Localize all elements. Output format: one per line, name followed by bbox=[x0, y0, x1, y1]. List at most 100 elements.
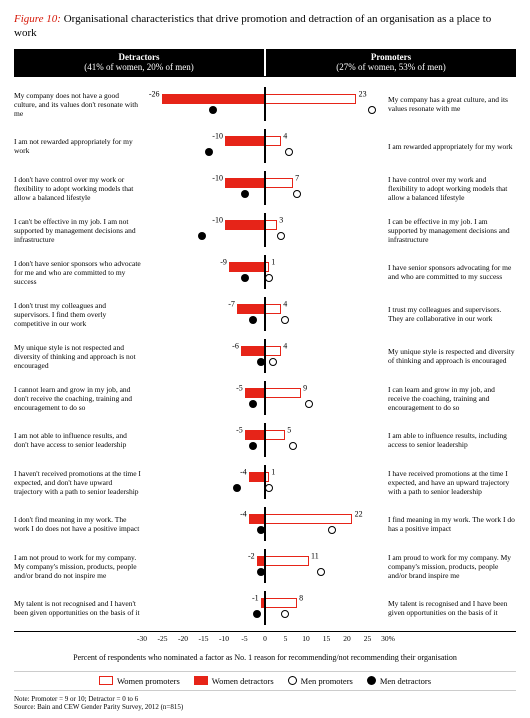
chart-area: My company does not have a good culture,… bbox=[14, 83, 516, 663]
x-axis-ticks: -30-25-20-15-10-5051015202530% bbox=[142, 632, 388, 654]
bar-women-detractors bbox=[229, 262, 265, 272]
center-line bbox=[264, 171, 266, 205]
label-women-promoters: 4 bbox=[283, 300, 287, 309]
bar-women-detractors bbox=[162, 94, 265, 104]
label-women-promoters: 23 bbox=[359, 90, 367, 99]
legend-women-detractors: Women detractors bbox=[194, 676, 274, 686]
bar-women-promoters bbox=[265, 178, 293, 188]
bar-women-promoters bbox=[265, 514, 352, 524]
header-promoters-title: Promoters bbox=[270, 52, 512, 63]
row-left-label: I haven't received promotions at the tim… bbox=[14, 469, 146, 496]
center-line bbox=[264, 297, 266, 331]
marker-men-promoters bbox=[265, 274, 273, 282]
row-left-label: I cannot learn and grow in my job, and d… bbox=[14, 385, 146, 412]
row-left-label: I don't have senior sponsors who advocat… bbox=[14, 259, 146, 286]
x-tick: -15 bbox=[199, 634, 209, 643]
marker-men-detractors bbox=[209, 106, 217, 114]
bar-women-detractors bbox=[225, 220, 265, 230]
label-women-detractors: -7 bbox=[228, 300, 235, 309]
label-women-detractors: -10 bbox=[212, 174, 223, 183]
center-line bbox=[264, 339, 266, 373]
x-tick: 30% bbox=[381, 634, 395, 643]
center-line bbox=[264, 591, 266, 625]
center-line bbox=[264, 213, 266, 247]
x-tick: -20 bbox=[178, 634, 188, 643]
chart-row: I cannot learn and grow in my job, and d… bbox=[14, 377, 516, 419]
bar-women-promoters bbox=[265, 556, 309, 566]
center-line bbox=[264, 549, 266, 583]
bar-women-detractors bbox=[249, 514, 265, 524]
row-barzone: -18 bbox=[146, 591, 384, 625]
footnote: Note: Promoter = 9 or 10; Detractor = 0 … bbox=[14, 695, 516, 712]
header-detractors-sub: (41% of women, 20% of men) bbox=[18, 62, 260, 73]
row-left-label: My talent is not recognised and I haven'… bbox=[14, 599, 146, 617]
legend-label-men-promoters: Men promoters bbox=[301, 676, 353, 686]
bar-women-promoters bbox=[265, 304, 281, 314]
header-promoters-sub: (27% of women, 53% of men) bbox=[270, 62, 512, 73]
marker-men-detractors bbox=[233, 484, 241, 492]
row-right-label: I am rewarded appropriately for my work bbox=[384, 142, 516, 151]
legend-marker-men-promoters bbox=[288, 676, 297, 685]
center-line bbox=[264, 87, 266, 121]
chart-row: I don't find meaning in my work. The wor… bbox=[14, 503, 516, 545]
center-line bbox=[264, 507, 266, 541]
figure-title: Figure 10: Organisational characteristic… bbox=[14, 12, 516, 41]
legend-swatch-women-promoters bbox=[99, 676, 113, 685]
chart-row: I don't have control over my work or fle… bbox=[14, 167, 516, 209]
label-women-promoters: 5 bbox=[287, 426, 291, 435]
label-women-promoters: 8 bbox=[299, 594, 303, 603]
row-barzone: -2623 bbox=[146, 87, 384, 121]
x-tick: 20 bbox=[343, 634, 351, 643]
marker-men-promoters bbox=[265, 484, 273, 492]
label-women-detractors: -4 bbox=[240, 468, 247, 477]
row-barzone: -4 22 bbox=[146, 507, 384, 541]
legend-label-men-detractors: Men detractors bbox=[380, 676, 431, 686]
x-tick: 15 bbox=[323, 634, 331, 643]
chart-row: I don't have senior sponsors who advocat… bbox=[14, 251, 516, 293]
bar-women-promoters bbox=[265, 598, 297, 608]
row-right-label: My talent is recognised and I have been … bbox=[384, 599, 516, 617]
center-line bbox=[264, 381, 266, 415]
marker-men-promoters bbox=[293, 190, 301, 198]
bar-women-detractors bbox=[237, 304, 265, 314]
label-women-promoters: 22 bbox=[355, 510, 363, 519]
bar-women-promoters bbox=[265, 94, 356, 104]
row-left-label: My company does not have a good culture,… bbox=[14, 91, 146, 118]
header-detractors: Detractors (41% of women, 20% of men) bbox=[14, 49, 264, 77]
row-left-label: I don't find meaning in my work. The wor… bbox=[14, 515, 146, 533]
marker-men-detractors bbox=[205, 148, 213, 156]
x-tick: -5 bbox=[241, 634, 247, 643]
row-right-label: My company has a great culture, and its … bbox=[384, 95, 516, 113]
row-barzone: -59 bbox=[146, 381, 384, 415]
marker-men-detractors bbox=[249, 316, 257, 324]
bar-women-promoters bbox=[265, 220, 277, 230]
row-right-label: I have control over my work and flexibil… bbox=[384, 175, 516, 202]
x-tick: 0 bbox=[263, 634, 267, 643]
label-women-promoters: 1 bbox=[271, 258, 275, 267]
row-right-label: I have senior sponsors advocating for me… bbox=[384, 263, 516, 281]
bar-women-promoters bbox=[265, 388, 301, 398]
header-promoters: Promoters (27% of women, 53% of men) bbox=[266, 49, 516, 77]
chart-row: My unique style is not respected and div… bbox=[14, 335, 516, 377]
footnote-line1: Note: Promoter = 9 or 10; Detractor = 0 … bbox=[14, 695, 516, 703]
figure-container: Figure 10: Organisational characteristic… bbox=[0, 0, 530, 718]
marker-men-promoters bbox=[328, 526, 336, 534]
marker-men-promoters bbox=[285, 148, 293, 156]
legend-men-detractors: Men detractors bbox=[367, 676, 431, 686]
bar-women-detractors bbox=[245, 388, 265, 398]
marker-men-promoters bbox=[317, 568, 325, 576]
figure-lead: Figure 10: bbox=[14, 13, 61, 25]
label-women-detractors: -10 bbox=[212, 216, 223, 225]
marker-men-promoters bbox=[281, 316, 289, 324]
x-axis: -30-25-20-15-10-5051015202530% bbox=[14, 631, 516, 654]
row-left-label: I am not able to influence results, and … bbox=[14, 431, 146, 449]
marker-men-promoters bbox=[368, 106, 376, 114]
label-women-promoters: 11 bbox=[311, 552, 319, 561]
row-left-label: My unique style is not respected and div… bbox=[14, 343, 146, 370]
legend-swatch-women-detractors bbox=[194, 676, 208, 685]
marker-men-detractors bbox=[198, 232, 206, 240]
marker-men-promoters bbox=[289, 442, 297, 450]
label-women-detractors: -4 bbox=[240, 510, 247, 519]
chart-rows: My company does not have a good culture,… bbox=[14, 83, 516, 629]
x-tick: -25 bbox=[158, 634, 168, 643]
